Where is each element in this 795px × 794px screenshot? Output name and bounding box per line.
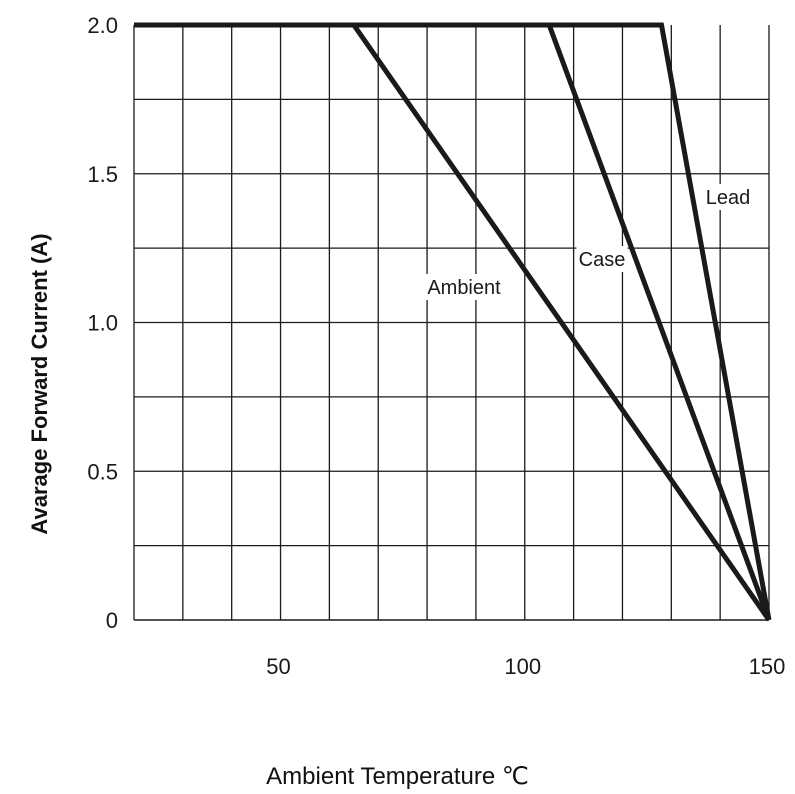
y-tick-label: 0 [106,608,118,633]
series-label-ambient: Ambient [427,277,501,299]
series-label-background [702,184,754,210]
series-label-lead: Lead [706,187,751,209]
series-label-background [422,274,506,300]
series-label-case: Case [579,249,626,271]
y-tick-label: 1.0 [87,311,118,336]
y-tick-label: 2.0 [87,13,118,38]
y-tick-label: 0.5 [87,459,118,484]
x-tick-label: 100 [504,654,541,679]
x-tick-label: 150 [749,654,786,679]
grid [133,25,770,621]
series-labels: Ambient Case Lead [422,184,754,300]
x-axis-title: Ambient Temperature ℃ [266,763,529,790]
x-tick-label: 50 [266,654,290,679]
y-tick-label: 1.5 [87,162,118,187]
series-line-lead [134,22,772,621]
series-label-background [576,246,628,272]
y-axis-title: Avarage Forward Current (A) [27,233,52,534]
tick-labels: 0 0.5 1.0 1.5 2.0 50 100 150 [87,13,785,679]
series-lines [134,22,772,622]
